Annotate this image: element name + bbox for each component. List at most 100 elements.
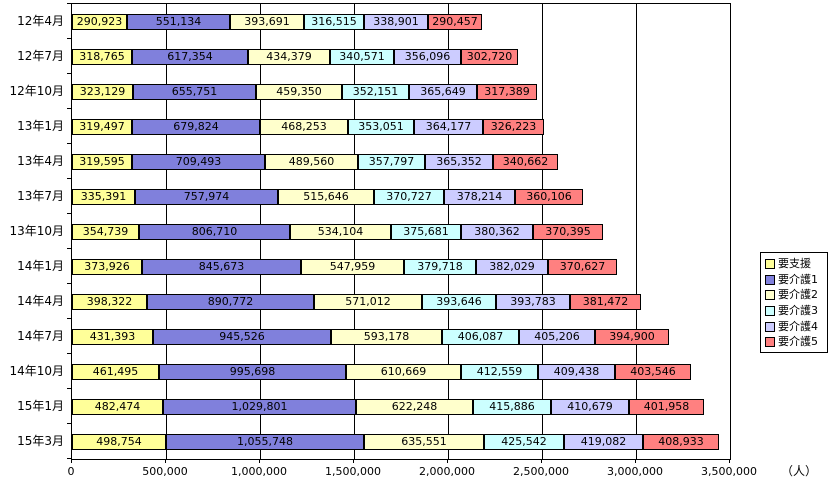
data-label: 319,497 <box>79 120 125 133</box>
data-label: 365,352 <box>436 155 482 168</box>
data-label: 995,698 <box>229 365 276 378</box>
bar-segment-要介護3-13年7月: 370,727 <box>374 189 444 205</box>
data-label: 412,559 <box>476 365 523 378</box>
data-label: 482,474 <box>94 400 141 413</box>
data-label: 353,051 <box>358 120 404 133</box>
category-label: 13年7月 <box>17 189 64 203</box>
x-tick-label: 0 <box>67 465 75 478</box>
data-label: 468,253 <box>281 120 327 133</box>
data-label: 406,087 <box>457 330 504 343</box>
bar-segment-要支援-13年1月: 319,497 <box>72 119 132 135</box>
data-label: 571,012 <box>345 295 391 308</box>
bar-segment-要介護3-15年3月: 425,542 <box>484 434 564 450</box>
category-label: 14年4月 <box>17 294 64 308</box>
bar-segment-要介護3-13年1月: 353,051 <box>348 119 414 135</box>
bar-segment-要介護5-12年7月: 302,720 <box>461 49 518 65</box>
legend-item-要介護3: 要介護3 <box>765 303 827 319</box>
data-label: 326,223 <box>490 120 537 133</box>
y-axis-tick <box>67 283 71 284</box>
bar-segment-要支援-13年4月: 319,595 <box>72 154 132 170</box>
bar-segment-要支援-14年1月: 373,926 <box>72 259 142 275</box>
legend: 要支援 要介護1 要介護2 要介護3 要介護4 要介護5 <box>760 252 828 353</box>
data-label: 945,526 <box>219 330 265 343</box>
data-label: 534,104 <box>317 225 364 238</box>
data-label: 352,151 <box>352 85 399 98</box>
x-tick-label: 1,000,000 <box>231 465 287 478</box>
data-label: 354,739 <box>82 225 129 238</box>
x-axis-tick <box>729 459 730 463</box>
bar-segment-要介護5-13年4月: 340,662 <box>493 154 558 170</box>
gridline <box>636 4 637 459</box>
bar-segment-要支援-14年7月: 431,393 <box>72 329 153 345</box>
bar-segment-要介護4-14年10月: 409,438 <box>538 364 615 380</box>
bar-segment-要介護3-14年10月: 412,559 <box>461 364 538 380</box>
bar-segment-要介護1-12年4月: 551,134 <box>127 14 230 30</box>
data-label: 679,824 <box>173 120 219 133</box>
data-label: 340,662 <box>502 155 549 168</box>
legend-item-要介護5: 要介護5 <box>765 334 827 350</box>
data-label: 319,595 <box>79 155 125 168</box>
data-label: 434,379 <box>266 50 312 63</box>
data-label: 709,493 <box>175 155 222 168</box>
data-label: 806,710 <box>191 225 238 238</box>
bar-segment-要介護1-14年7月: 945,526 <box>153 329 331 345</box>
bar-segment-要支援-13年7月: 335,391 <box>72 189 135 205</box>
bar-segment-要介護3-13年10月: 375,681 <box>391 224 461 240</box>
bar-segment-要介護1-12年7月: 617,354 <box>132 49 248 65</box>
data-label: 338,901 <box>373 15 419 28</box>
x-axis-tick <box>165 459 166 463</box>
bar-segment-要介護5-14年10月: 403,546 <box>615 364 691 380</box>
legend-item-要支援: 要支援 <box>765 256 827 272</box>
data-label: 370,395 <box>545 225 591 238</box>
x-tick-label: 2,000,000 <box>419 465 475 478</box>
plot-area: 290,923 551,134 393,691 316,515 338,901 290,4… <box>71 3 731 460</box>
bar-segment-要介護2-14年10月: 610,669 <box>346 364 461 380</box>
bar-segment-要介護2-15年3月: 635,551 <box>364 434 484 450</box>
bar-segment-要介護5-15年1月: 401,958 <box>629 399 704 415</box>
data-label: 393,646 <box>436 295 482 308</box>
bar-segment-要支援-12年4月: 290,923 <box>72 14 127 30</box>
bar-segment-要介護5-12年4月: 290,457 <box>428 14 482 30</box>
gridline <box>730 4 731 459</box>
data-label: 408,933 <box>658 435 704 448</box>
bar-segment-要介護5-14年1月: 370,627 <box>548 259 617 275</box>
data-label: 335,391 <box>80 190 127 203</box>
data-label: 317,389 <box>484 85 530 98</box>
data-label: 379,718 <box>417 260 463 273</box>
bar-segment-要支援-15年1月: 482,474 <box>72 399 163 415</box>
category-label: 14年1月 <box>17 259 64 273</box>
bar-segment-要介護4-14年4月: 393,783 <box>496 294 570 310</box>
y-axis-tick <box>67 318 71 319</box>
bar-segment-要介護2-14年7月: 593,178 <box>331 329 442 345</box>
bar-segment-要介護3-14年4月: 393,646 <box>422 294 496 310</box>
bar-segment-要支援-15年3月: 498,754 <box>72 434 166 450</box>
axis-unit-label: （人） <box>781 464 818 478</box>
category-label: 12年4月 <box>17 14 64 28</box>
bar-segment-要介護5-15年3月: 408,933 <box>643 434 719 450</box>
data-label: 419,082 <box>580 435 627 448</box>
y-axis-tick <box>67 3 71 4</box>
data-label: 378,214 <box>456 190 503 203</box>
bar-segment-要介護1-15年1月: 1,029,801 <box>163 399 356 415</box>
bar-segment-要介護1-13年1月: 679,824 <box>132 119 260 135</box>
category-label: 12年10月 <box>9 84 64 98</box>
y-axis-tick <box>67 178 71 179</box>
x-axis-tick <box>541 459 542 463</box>
data-label: 610,669 <box>380 365 427 378</box>
bar-segment-要支援-12年10月: 323,129 <box>72 84 133 100</box>
data-label: 655,751 <box>171 85 218 98</box>
legend-item-要介護2: 要介護2 <box>765 287 827 303</box>
data-label: 365,649 <box>420 85 466 98</box>
bar-segment-要介護2-13年4月: 489,560 <box>265 154 358 170</box>
legend-swatch-icon <box>765 305 775 316</box>
data-label: 405,206 <box>534 330 580 343</box>
bar-segment-要介護1-13年10月: 806,710 <box>139 224 290 240</box>
bar-segment-要介護1-12年10月: 655,751 <box>133 84 256 100</box>
data-label: 757,974 <box>183 190 230 203</box>
data-label: 398,322 <box>86 295 133 308</box>
data-label: 593,178 <box>363 330 410 343</box>
y-axis-tick <box>67 38 71 39</box>
data-label: 1,029,801 <box>231 400 288 413</box>
data-label: 622,248 <box>391 400 438 413</box>
legend-label: 要介護1 <box>778 272 818 286</box>
